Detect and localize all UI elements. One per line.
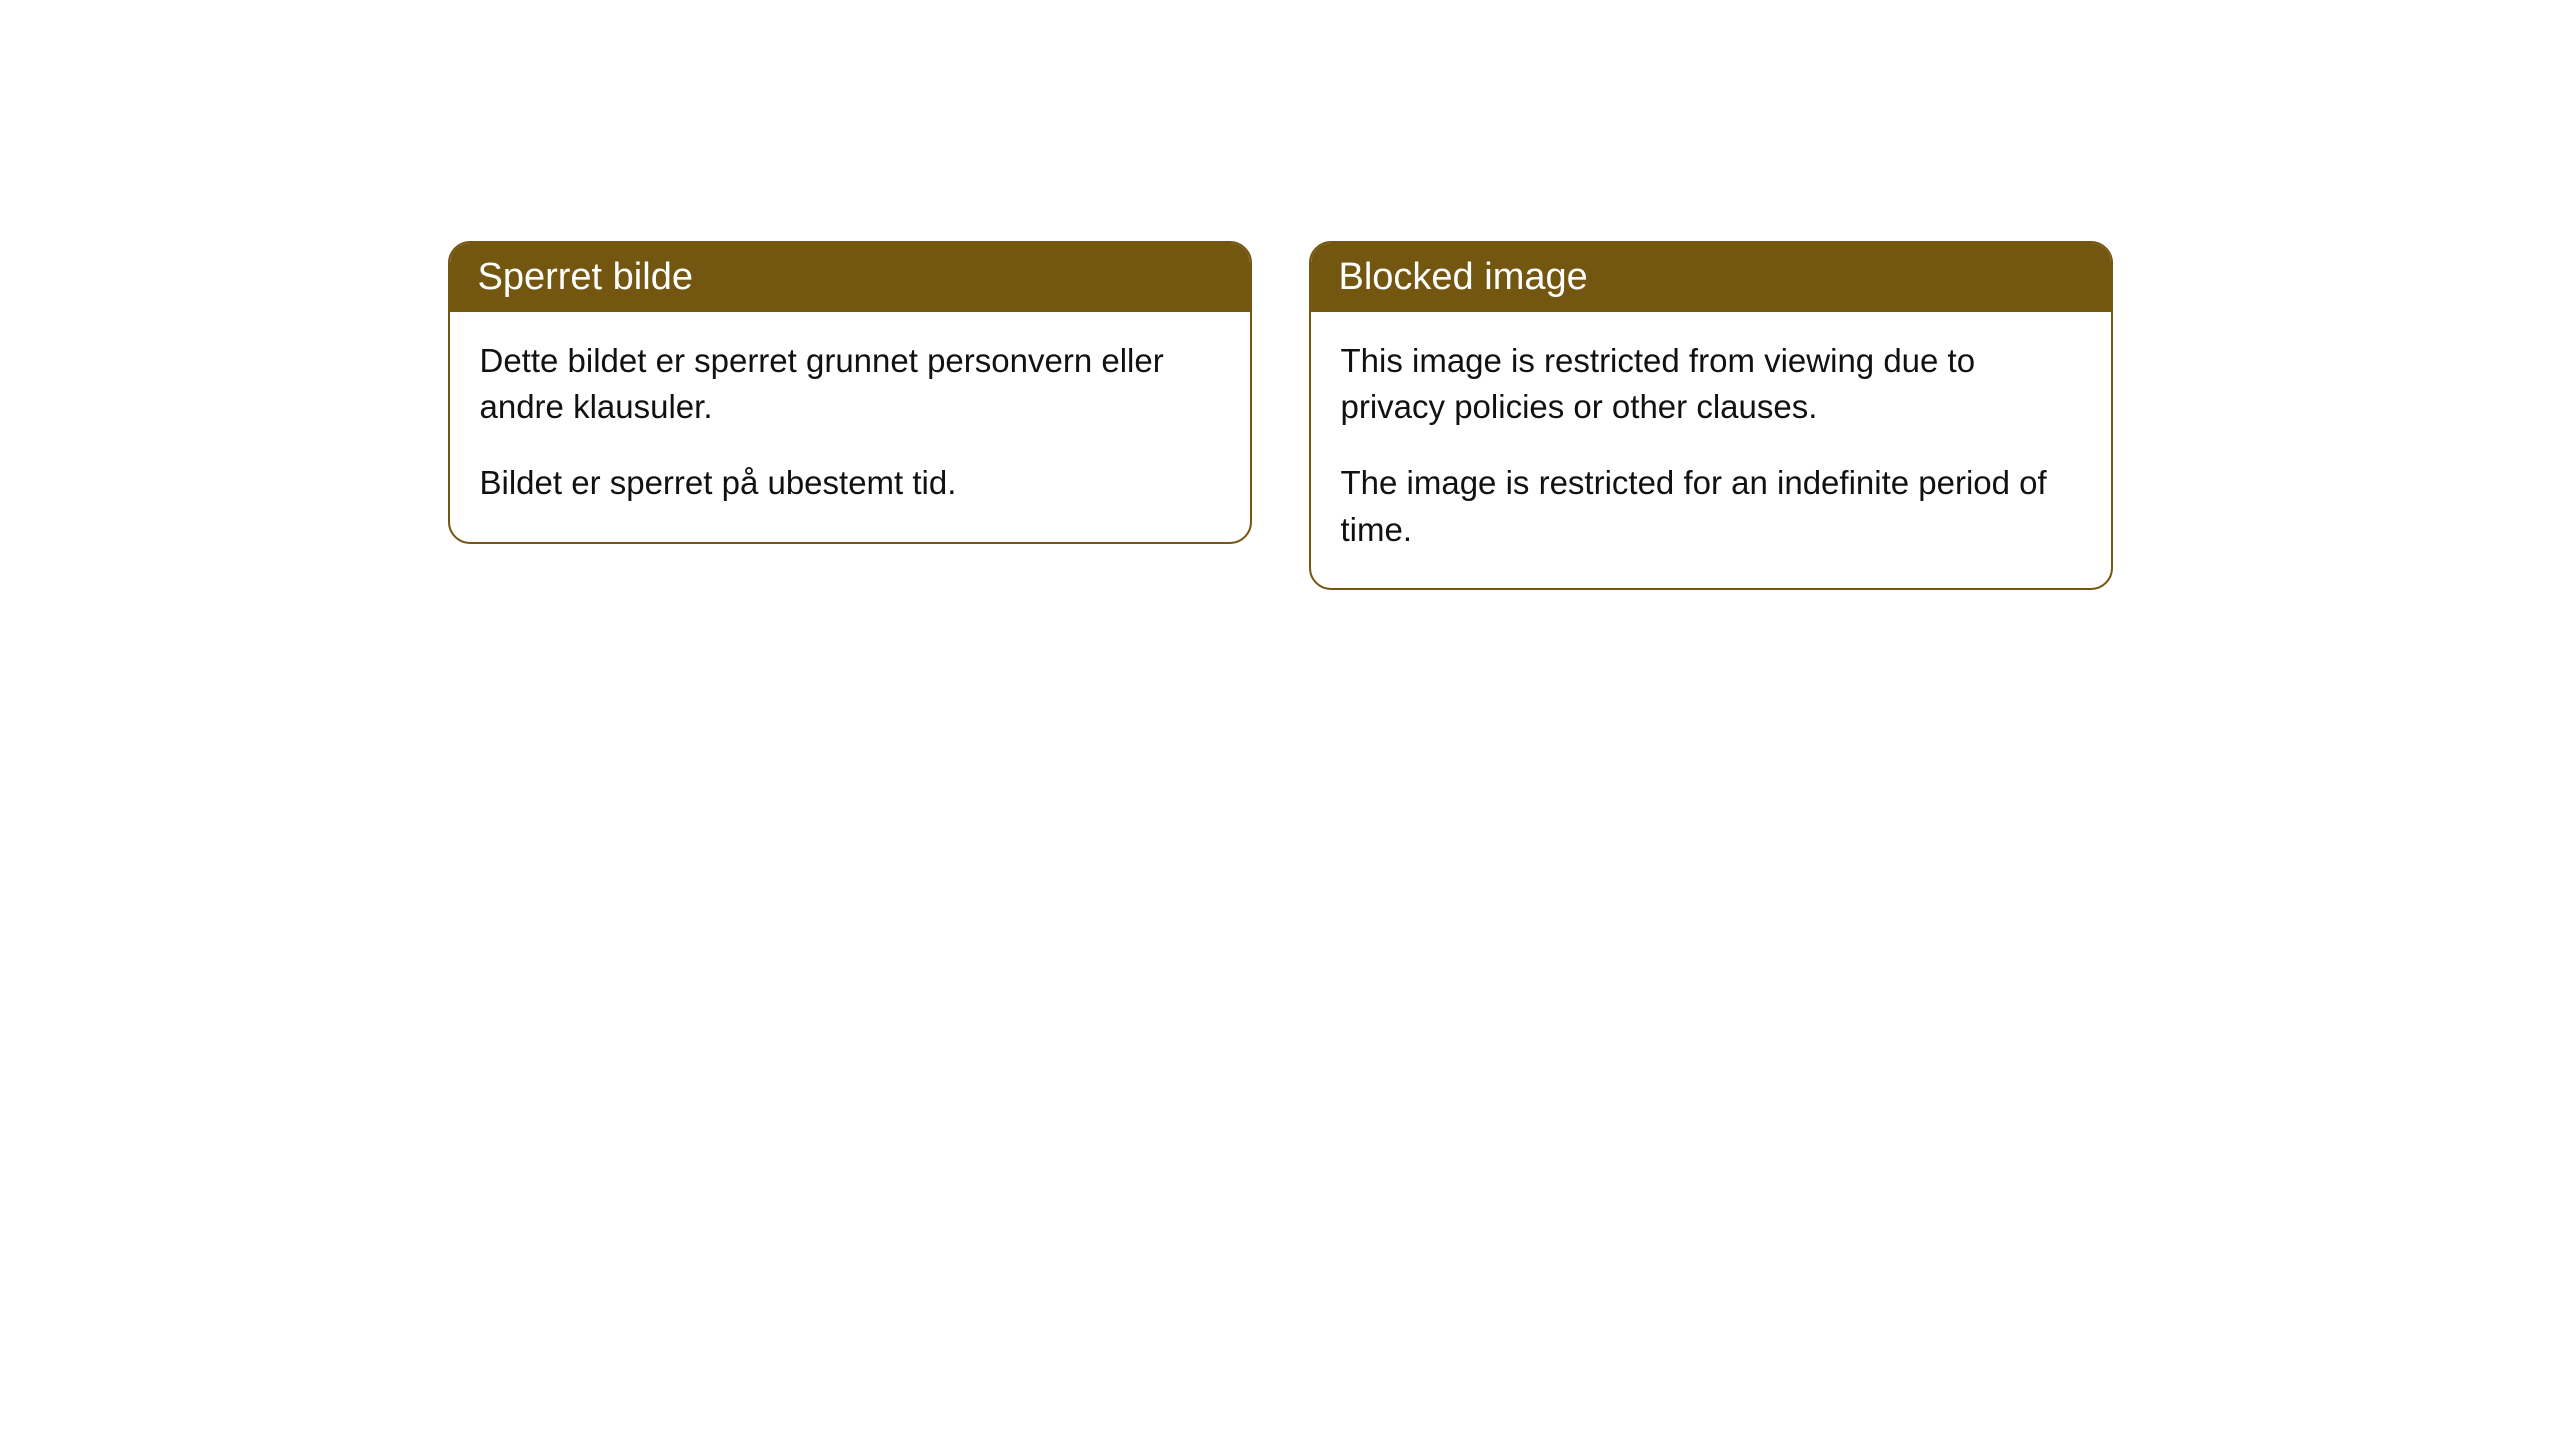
card-body: Dette bildet er sperret grunnet personve… (450, 312, 1250, 542)
blocked-image-card-english: Blocked image This image is restricted f… (1309, 241, 2113, 590)
card-paragraph: This image is restricted from viewing du… (1341, 338, 2081, 430)
card-title: Sperret bilde (478, 256, 693, 298)
card-title: Blocked image (1339, 256, 1588, 298)
card-header: Blocked image (1311, 243, 2111, 312)
blocked-image-card-norwegian: Sperret bilde Dette bildet er sperret gr… (448, 241, 1252, 544)
card-paragraph: The image is restricted for an indefinit… (1341, 460, 2081, 552)
card-body: This image is restricted from viewing du… (1311, 312, 2111, 588)
notice-cards-container: Sperret bilde Dette bildet er sperret gr… (448, 241, 2113, 1440)
card-header: Sperret bilde (450, 243, 1250, 312)
card-paragraph: Dette bildet er sperret grunnet personve… (480, 338, 1220, 430)
card-paragraph: Bildet er sperret på ubestemt tid. (480, 460, 1220, 506)
